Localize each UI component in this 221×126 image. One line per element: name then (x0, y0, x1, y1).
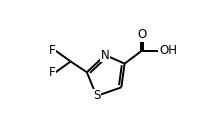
Text: F: F (49, 66, 56, 79)
Text: N: N (101, 49, 110, 61)
Text: OH: OH (159, 44, 177, 57)
Text: S: S (93, 89, 100, 102)
Text: F: F (49, 44, 56, 57)
Text: O: O (137, 28, 147, 41)
